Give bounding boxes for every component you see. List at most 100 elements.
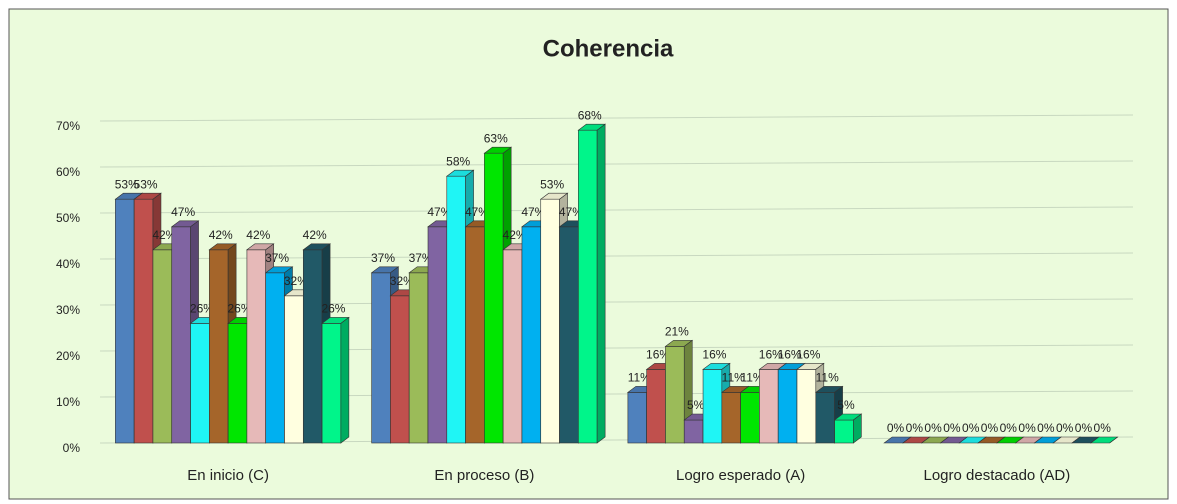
data-label: 0% bbox=[1056, 421, 1074, 435]
bar bbox=[815, 392, 835, 444]
bar bbox=[665, 346, 685, 444]
x-tick-label: En inicio (C) bbox=[187, 467, 269, 484]
data-label: 11% bbox=[740, 371, 763, 385]
bar bbox=[302, 249, 323, 444]
y-tick-label: 10% bbox=[56, 395, 80, 409]
data-label: 11% bbox=[628, 371, 651, 385]
data-label: 26% bbox=[190, 302, 214, 316]
data-label: 42% bbox=[246, 228, 270, 242]
data-label: 47% bbox=[427, 205, 451, 219]
data-label: 26% bbox=[228, 302, 252, 316]
data-label: 53% bbox=[134, 177, 158, 191]
data-label: 37% bbox=[265, 251, 289, 265]
bar bbox=[646, 369, 666, 444]
bar bbox=[759, 369, 779, 444]
data-label: 47% bbox=[171, 205, 195, 219]
bar bbox=[559, 226, 579, 444]
x-tick-label: Logro esperado (A) bbox=[676, 467, 805, 484]
y-tick-label: 30% bbox=[56, 303, 80, 317]
data-label: 47% bbox=[559, 205, 583, 219]
data-label: 0% bbox=[887, 421, 905, 435]
bar bbox=[371, 272, 391, 444]
data-label: 47% bbox=[465, 205, 489, 219]
bar-side bbox=[340, 316, 350, 444]
data-label: 42% bbox=[303, 228, 327, 242]
data-label: 0% bbox=[924, 421, 942, 435]
y-tick-label: 40% bbox=[56, 257, 80, 271]
data-label: 0% bbox=[1018, 421, 1036, 435]
data-label: 0% bbox=[1075, 421, 1093, 435]
data-label: 5% bbox=[687, 398, 705, 412]
bar bbox=[408, 272, 429, 444]
data-label: 0% bbox=[1094, 421, 1112, 435]
data-label: 0% bbox=[1037, 421, 1055, 435]
y-tick-label: 50% bbox=[56, 211, 80, 225]
bar bbox=[465, 226, 485, 444]
data-label: 32% bbox=[284, 274, 308, 288]
data-label: 42% bbox=[503, 228, 527, 242]
bar bbox=[171, 226, 191, 444]
bar bbox=[152, 249, 173, 444]
data-label: 16% bbox=[778, 348, 802, 362]
data-label: 0% bbox=[981, 421, 999, 435]
grid-line bbox=[99, 160, 1134, 168]
grid-line bbox=[99, 114, 1134, 122]
y-tick-label: 70% bbox=[56, 119, 80, 133]
y-tick-label: 60% bbox=[56, 165, 80, 179]
data-label: 53% bbox=[115, 177, 139, 191]
data-label: 37% bbox=[371, 251, 395, 265]
bar bbox=[321, 323, 342, 444]
data-label: 11% bbox=[816, 371, 839, 385]
data-label: 0% bbox=[943, 421, 961, 435]
x-tick-label: Logro destacado (AD) bbox=[924, 467, 1071, 484]
data-label: 63% bbox=[484, 131, 508, 145]
bar bbox=[834, 419, 854, 444]
bar bbox=[427, 226, 448, 444]
bar bbox=[540, 198, 560, 444]
bar bbox=[209, 249, 229, 444]
bar bbox=[190, 323, 210, 444]
data-label: 42% bbox=[152, 228, 176, 242]
data-label: 21% bbox=[665, 325, 689, 339]
data-label: 47% bbox=[521, 205, 545, 219]
data-label: 16% bbox=[796, 348, 820, 362]
bar-side bbox=[853, 413, 862, 444]
grid-line bbox=[99, 206, 1134, 214]
bar bbox=[740, 392, 760, 444]
bar bbox=[721, 392, 741, 444]
data-label: 16% bbox=[702, 348, 726, 362]
bar bbox=[284, 295, 304, 444]
bar bbox=[446, 175, 466, 444]
bar bbox=[702, 369, 723, 444]
x-tick-label: En proceso (B) bbox=[434, 467, 534, 484]
data-label: 53% bbox=[540, 177, 564, 191]
chart-title: Coherencia bbox=[543, 35, 674, 62]
bar bbox=[484, 152, 504, 444]
data-label: 11% bbox=[722, 371, 745, 385]
bar bbox=[390, 295, 410, 444]
data-label: 68% bbox=[578, 108, 602, 122]
bar bbox=[627, 392, 647, 444]
bar bbox=[265, 272, 285, 444]
bar bbox=[578, 129, 598, 444]
bar bbox=[246, 249, 267, 444]
data-label: 26% bbox=[321, 302, 345, 316]
data-label: 5% bbox=[837, 398, 855, 412]
bar bbox=[521, 226, 542, 444]
y-tick-label: 0% bbox=[63, 441, 81, 455]
bar bbox=[502, 249, 523, 444]
data-label: 0% bbox=[906, 421, 924, 435]
bar bbox=[777, 369, 798, 444]
bar-side bbox=[1109, 436, 1118, 444]
bar bbox=[227, 323, 248, 444]
data-label: 16% bbox=[759, 348, 783, 362]
data-label: 32% bbox=[390, 274, 414, 288]
bar bbox=[115, 198, 135, 444]
bar-side bbox=[596, 123, 606, 444]
data-label: 0% bbox=[962, 421, 980, 435]
data-label: 16% bbox=[646, 348, 670, 362]
data-label: 42% bbox=[209, 228, 233, 242]
y-tick-label: 20% bbox=[56, 349, 80, 363]
data-label: 0% bbox=[1000, 421, 1018, 435]
